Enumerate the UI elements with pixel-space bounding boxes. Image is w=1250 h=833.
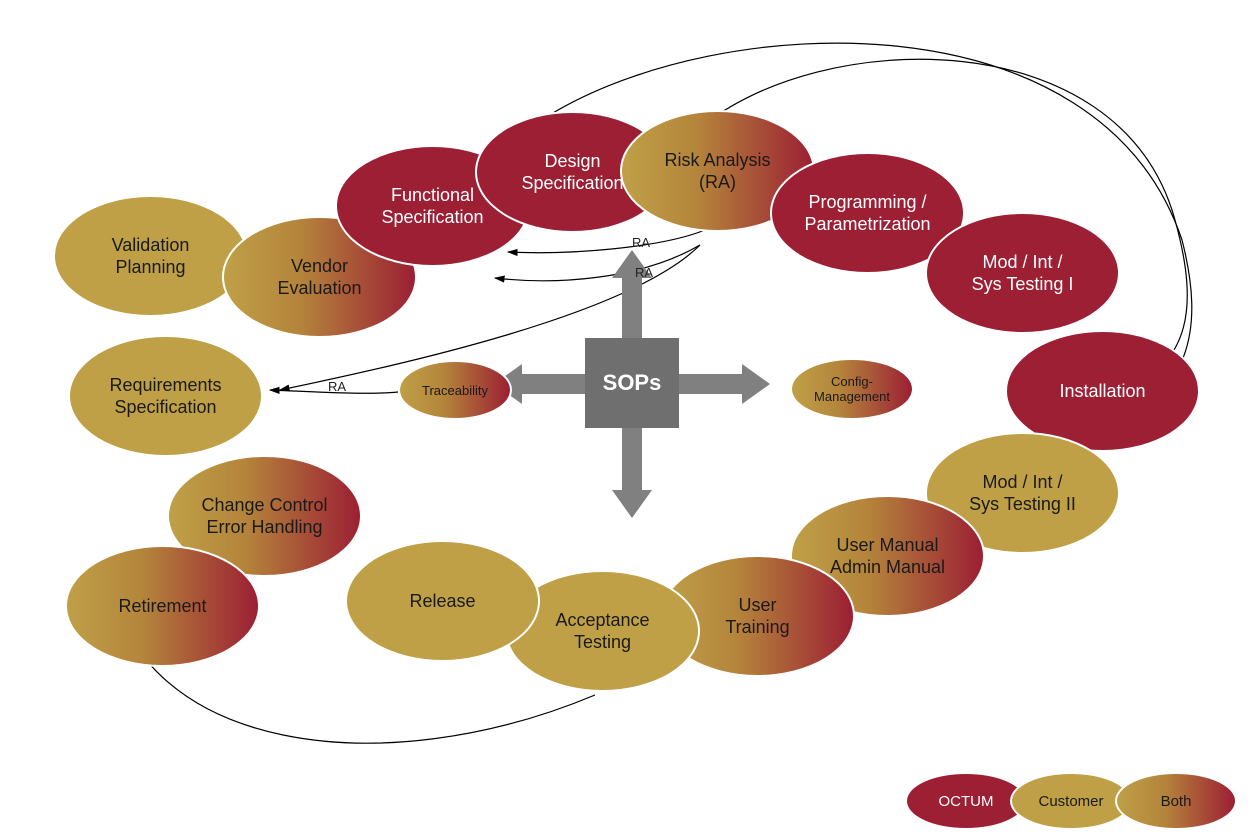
release-label: Release (403, 590, 481, 613)
release-node: Release (345, 540, 540, 662)
ra-label-1: RA (328, 379, 346, 394)
validation-planning-label: Validation Planning (106, 234, 196, 279)
vendor-evaluation-label: Vendor Evaluation (271, 255, 367, 300)
design-spec-label: Design Specification (515, 150, 629, 195)
change-control-label: Change Control Error Handling (195, 494, 333, 539)
legend-octum: OCTUM (905, 772, 1027, 830)
legend-octum-label: OCTUM (939, 793, 994, 810)
retirement-node: Retirement (65, 545, 260, 667)
legend-both-label: Both (1161, 793, 1192, 810)
sops-label: SOPs (603, 370, 662, 396)
legend-customer-label: Customer (1038, 793, 1103, 810)
validation-planning-node: Validation Planning (53, 195, 248, 317)
legend-customer: Customer (1010, 772, 1132, 830)
sys-testing-1-label: Mod / Int / Sys Testing I (966, 251, 1080, 296)
user-manual-label: User Manual Admin Manual (824, 534, 951, 579)
retirement-label: Retirement (112, 595, 212, 618)
requirements-spec-node: Requirements Specification (68, 335, 263, 457)
functional-spec-label: Functional Specification (375, 184, 489, 229)
config-management-label: Config- Management (814, 374, 890, 404)
sops-center-box: SOPs (585, 338, 679, 428)
sops-arrow-head-down (612, 490, 652, 518)
traceability-node: Traceability (398, 360, 512, 420)
sops-arrow-head-right (742, 364, 770, 404)
ra-label-2: RA (632, 235, 650, 250)
sys-testing-2-label: Mod / Int / Sys Testing II (963, 471, 1082, 516)
risk-analysis-label: Risk Analysis (RA) (658, 149, 776, 194)
legend-both: Both (1115, 772, 1237, 830)
sys-testing-1-node: Mod / Int / Sys Testing I (925, 212, 1120, 334)
user-training-label: User Training (719, 594, 795, 639)
ra-label-3: RA (635, 265, 653, 280)
traceability-label: Traceability (422, 383, 488, 398)
acceptance-testing-label: Acceptance Testing (549, 609, 655, 654)
requirements-spec-label: Requirements Specification (103, 374, 227, 419)
installation-label: Installation (1053, 380, 1151, 403)
programming-label: Programming / Parametrization (798, 191, 936, 236)
config-management-node: Config- Management (790, 358, 914, 420)
